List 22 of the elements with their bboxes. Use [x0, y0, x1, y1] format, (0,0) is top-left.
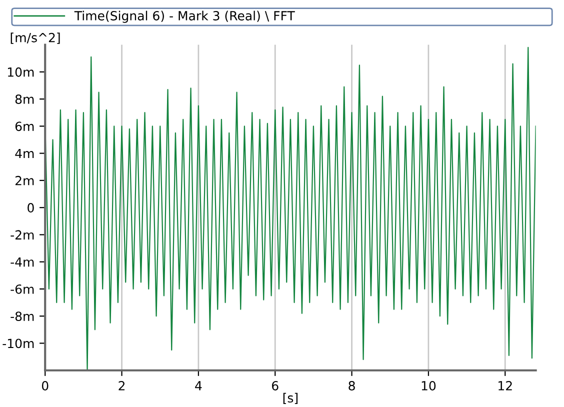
x-tick-label: 4: [195, 381, 202, 390]
y-tick-label: 6m: [15, 122, 34, 132]
y-tick-label: 4m: [15, 148, 34, 158]
y-tick-label: 10m: [8, 67, 34, 77]
y-tick-label: 8m: [15, 94, 34, 104]
x-tick-label: 0: [42, 381, 48, 390]
line-series: [45, 46, 536, 370]
x-axis-title: [s]: [283, 392, 298, 404]
x-tick-label: 12: [498, 381, 512, 390]
x-tick-label: 6: [272, 381, 278, 390]
x-tick-label: 10: [422, 381, 436, 390]
y-axis-title: [m/s^2]: [10, 32, 60, 44]
legend-label: Time(Signal 6) - Mark 3 (Real) \ FFT: [74, 10, 295, 23]
y-tick-label: -6m: [10, 284, 34, 294]
y-tick-label: 2m: [15, 176, 34, 186]
y-tick-label: 0: [28, 203, 34, 212]
y-tick-label: -10m: [2, 338, 34, 348]
x-tick-label: 2: [118, 381, 125, 390]
y-tick-label: -4m: [10, 257, 34, 267]
y-tick-label: -2m: [10, 230, 34, 240]
y-tick-label: -8m: [10, 312, 34, 322]
x-tick-label: 8: [348, 381, 355, 390]
